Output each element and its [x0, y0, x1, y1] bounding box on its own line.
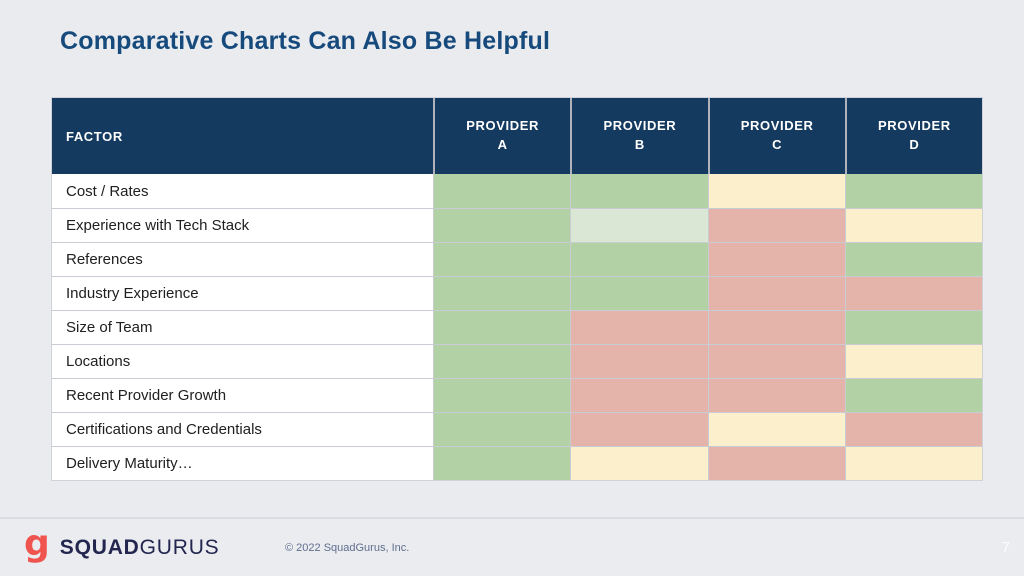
rating-cell-poor — [844, 276, 982, 310]
table-row: References — [52, 242, 982, 276]
rating-cell-neutral — [844, 344, 982, 378]
table-header-row: FACTOR PROVIDER A PROVIDER B PROVIDER C PROVID… — [52, 98, 982, 174]
rating-cell-good — [433, 378, 571, 412]
copyright-text: © 2022 SquadGurus, Inc. — [285, 541, 410, 554]
factor-cell: Size of Team — [52, 310, 433, 344]
rating-cell-poor — [707, 276, 845, 310]
logo-text-squad: SQUAD — [59, 535, 140, 559]
rating-cell-good — [844, 378, 982, 412]
table-row: Certifications and Credentials — [52, 412, 982, 446]
footer: g SQUADGURUS © 2022 SquadGurus, Inc. 7 — [0, 519, 1024, 576]
rating-cell-poor — [844, 412, 982, 446]
rating-cell-fair — [570, 208, 708, 242]
rating-cell-neutral — [570, 446, 708, 480]
table-row: Recent Provider Growth — [52, 378, 982, 412]
table-row: Delivery Maturity… — [52, 446, 982, 480]
table-row: Industry Experience — [52, 276, 982, 310]
rating-cell-good — [570, 242, 708, 276]
rating-cell-neutral — [844, 208, 982, 242]
table-row: Experience with Tech Stack — [52, 208, 982, 242]
factor-cell: Recent Provider Growth — [52, 378, 433, 412]
factor-cell: Locations — [52, 344, 433, 378]
rating-cell-good — [570, 276, 708, 310]
rating-cell-good — [570, 174, 708, 208]
rating-cell-good — [433, 208, 571, 242]
logo-wordmark: SQUADGURUS — [60, 536, 220, 560]
column-header-provider-a: PROVIDER A — [433, 98, 570, 174]
comparison-table: FACTOR PROVIDER A PROVIDER B PROVIDER C PROVID… — [52, 98, 982, 480]
column-header-provider-d: PROVIDER D — [844, 98, 982, 174]
rating-cell-poor — [707, 378, 845, 412]
factor-cell: Industry Experience — [52, 276, 433, 310]
rating-cell-poor — [707, 242, 845, 276]
rating-cell-neutral — [707, 412, 845, 446]
rating-cell-good — [433, 446, 571, 480]
rating-cell-good — [433, 412, 571, 446]
column-header-factor: FACTOR — [66, 128, 123, 144]
rating-cell-good — [433, 242, 571, 276]
page-title: Comparative Charts Can Also Be Helpful — [60, 27, 551, 55]
rating-cell-good — [844, 242, 982, 276]
rating-cell-good — [433, 310, 571, 344]
column-header-provider-b: PROVIDER B — [570, 98, 707, 174]
rating-cell-poor — [707, 208, 845, 242]
rating-cell-poor — [707, 446, 845, 480]
logo-g-icon: g — [24, 522, 50, 564]
page-number: 7 — [1001, 539, 1010, 556]
table-row: Cost / Rates — [52, 174, 982, 208]
rating-cell-poor — [570, 412, 708, 446]
rating-cell-poor — [570, 344, 708, 378]
rating-cell-good — [433, 174, 571, 208]
factor-cell: Certifications and Credentials — [52, 412, 433, 446]
rating-cell-good — [433, 276, 571, 310]
table-body: Cost / Rates Experience with Tech Stack Re… — [52, 174, 982, 480]
rating-cell-good — [844, 174, 982, 208]
rating-cell-neutral — [707, 174, 845, 208]
rating-cell-good — [844, 310, 982, 344]
rating-cell-good — [433, 344, 571, 378]
rating-cell-poor — [707, 310, 845, 344]
rating-cell-neutral — [844, 446, 982, 480]
column-header-provider-c: PROVIDER C — [707, 98, 845, 174]
rating-cell-poor — [707, 344, 845, 378]
rating-cell-poor — [570, 378, 708, 412]
factor-cell: Delivery Maturity… — [52, 446, 433, 480]
footer-divider — [0, 517, 1024, 519]
table-row: Locations — [52, 344, 982, 378]
logo-text-gurus: GURUS — [139, 535, 220, 559]
rating-cell-poor — [570, 310, 708, 344]
factor-cell: Experience with Tech Stack — [52, 208, 433, 242]
factor-cell: Cost / Rates — [52, 174, 433, 208]
squadgurus-logo: g SQUADGURUS — [24, 519, 219, 576]
factor-cell: References — [52, 242, 433, 276]
table-row: Size of Team — [52, 310, 982, 344]
